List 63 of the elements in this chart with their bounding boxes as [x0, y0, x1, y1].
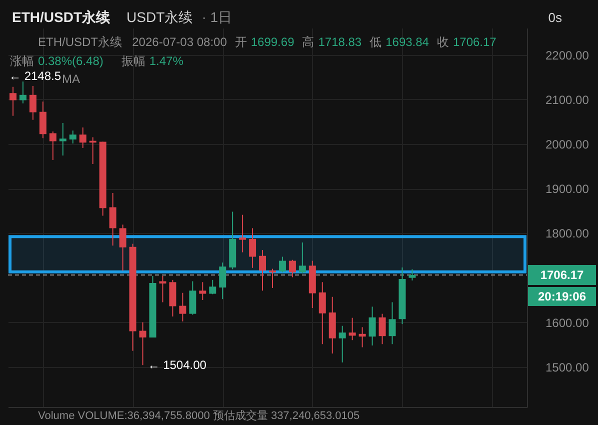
annotation: 1718.83 [318, 35, 362, 49]
candlestick [348, 317, 356, 341]
text: · 1日 [202, 9, 232, 25]
annotation: 1693.84 [386, 35, 430, 49]
y-tick-label: 1900.00 [546, 182, 590, 196]
y-tick-label: 1600.00 [546, 316, 590, 330]
candlestick [278, 256, 286, 273]
candlestick [9, 86, 16, 116]
candlestick [378, 313, 386, 345]
candlestick [249, 228, 256, 268]
candlestick [209, 279, 216, 295]
ref-line-label: 1706.17 [540, 268, 584, 282]
candlestick [159, 275, 166, 303]
candlestick [199, 282, 206, 300]
candlestick [49, 130, 56, 160]
annotation: 1699.69 [250, 35, 295, 49]
chart-subtitle: USDT永续 [126, 9, 193, 25]
candlestick [69, 130, 76, 144]
candlestick [268, 268, 276, 288]
y-tick-label: 1500.00 [546, 360, 590, 374]
annotation: ETH/USDT永续 [38, 35, 122, 49]
annotation: 1.47% [149, 54, 184, 68]
candlestick [119, 224, 126, 272]
text: 20:19:06 [538, 289, 586, 304]
annotation: 2026-07-03 08:00 [132, 35, 228, 49]
annotation: MA [62, 72, 80, 86]
candlestick [29, 85, 36, 120]
annotation: 收 [436, 35, 449, 49]
annotation: 低 [370, 35, 382, 49]
annotation: 振幅 [121, 54, 146, 68]
annotation: 高 [302, 35, 314, 49]
candlestick [79, 126, 86, 148]
y-tick-label: 2000.00 [546, 137, 590, 152]
y-tick-label: 2100.00 [546, 92, 590, 107]
candlestick [239, 214, 246, 253]
text: 0s [548, 10, 562, 25]
candlestick [259, 250, 266, 292]
candlestick [19, 81, 26, 104]
candlestick [288, 259, 296, 278]
candlestick [219, 262, 226, 300]
annotation: 开 [234, 35, 247, 49]
candlestick [179, 292, 186, 322]
annotation: 0.38%(6.48) [38, 54, 104, 68]
candlestick [388, 302, 396, 345]
candlestick [109, 192, 116, 246]
candlestick [358, 326, 366, 348]
candlestick [298, 242, 306, 274]
annotation: ← 2148.5 [9, 69, 62, 83]
candlestick [189, 280, 196, 316]
candlestick [368, 306, 376, 346]
annotation: ← 1504.00 [148, 358, 207, 372]
y-tick-label: 1800.00 [546, 226, 590, 241]
candlestick [139, 322, 146, 366]
annotation: 1706.17 [452, 35, 497, 49]
candlestick [39, 101, 46, 139]
candlestick [59, 122, 66, 156]
candlestick [318, 282, 326, 345]
text: Volume VOLUME:36,394,755.8000 预估成交量 337,240,653.0105 [38, 409, 360, 422]
y-tick-label: 2200.00 [546, 48, 590, 62]
annotation: 涨幅 [10, 54, 34, 68]
candlestick [408, 268, 416, 281]
chart-title: ETH/USDT永续 [12, 9, 111, 25]
candlestick [338, 325, 346, 363]
